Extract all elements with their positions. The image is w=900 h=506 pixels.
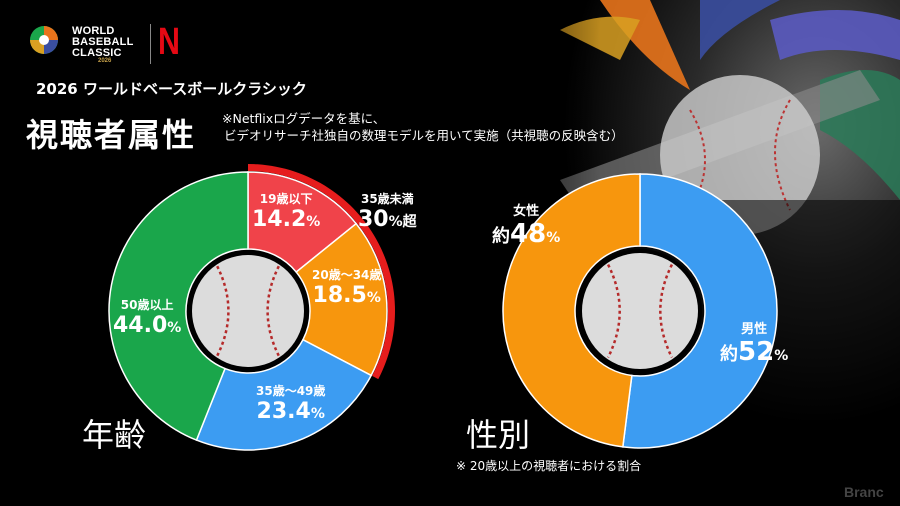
gender-prefix-male: 約 <box>720 344 738 365</box>
age-val-50plus: 44.0 <box>113 313 168 338</box>
age-unit-50plus: % <box>167 320 182 336</box>
age-center-baseball <box>192 255 304 367</box>
age-callout-cat: 35歳未満 <box>360 192 414 206</box>
gender-chart-label: 性別 <box>466 416 531 454</box>
age-cat-35-49: 35歳～49歳 <box>256 384 326 398</box>
age-highlight-arc-under35 <box>248 164 395 380</box>
watermark: Branc <box>844 484 884 500</box>
wbc-logo-year: 2026 <box>98 58 112 64</box>
note-line-2: ビデオリサーチ社独自の数理モデルを用いて実施（共視聴の反映含む） <box>224 128 624 143</box>
gender-center-baseball <box>582 253 698 369</box>
age-slice-50plus <box>108 171 249 442</box>
gender-center-baseball-stitch-right <box>659 264 674 358</box>
gender-cat-male: 男性 <box>741 322 768 337</box>
gender-unit-female: % <box>546 230 561 246</box>
gender-cat-female: 女性 <box>513 204 540 219</box>
page-title: 視聴者属性 <box>26 116 197 154</box>
age-callout-suffix: %超 <box>388 214 417 230</box>
logo-divider <box>150 24 151 64</box>
methodology-note: ※Netflixログデータを基に、 ビデオリサーチ社独自の数理モデルを用いて実施… <box>222 110 624 144</box>
gender-unit-male: % <box>774 348 789 364</box>
age-cat-under19: 19歳以下 <box>259 192 313 206</box>
age-label-20-34: 20歳～34歳 18.5% <box>312 266 381 311</box>
gender-slice-male <box>621 173 778 449</box>
age-val-35-49: 23.4 <box>256 399 311 424</box>
gender-label-female: 女性 約48% <box>492 200 560 253</box>
age-chart-label: 年齢 <box>82 416 147 454</box>
age-val-20-34: 18.5 <box>312 283 367 308</box>
wbc-logo <box>30 26 58 54</box>
age-cat-20-34: 20歳～34歳 <box>312 268 382 282</box>
gender-prefix-female: 約 <box>492 226 510 247</box>
age-label-under19: 19歳以下 14.2% <box>252 190 320 235</box>
gender-slice-female <box>502 173 641 448</box>
age-slice-20-34 <box>295 222 388 377</box>
age-unit-under19: % <box>306 214 321 230</box>
age-val-under19: 14.2 <box>252 207 307 232</box>
age-callout-val: 30 <box>358 207 389 232</box>
gender-footnote: ※ 20歳以上の視聴者における割合 <box>456 459 642 473</box>
age-unit-35-49: % <box>310 406 325 422</box>
age-label-50plus: 50歳以上 44.0% <box>113 296 181 341</box>
age-callout-under35: 35歳未満 30%超 <box>358 190 417 235</box>
wbc-logo-text: WORLD BASEBALL CLASSIC <box>72 25 134 59</box>
age-label-35-49: 35歳～49歳 23.4% <box>256 382 325 427</box>
netflix-logo: N <box>158 21 180 63</box>
gender-center-baseball-stitch-left <box>606 264 621 358</box>
gender-val-female: 48 <box>510 219 547 249</box>
age-unit-20-34: % <box>366 290 381 306</box>
gender-val-male: 52 <box>738 337 775 367</box>
note-line-1: ※Netflixログデータを基に、 <box>222 111 386 126</box>
gender-label-male: 男性 約52% <box>720 318 788 371</box>
age-slice-35-49 <box>195 338 373 451</box>
event-subtitle: 2026 ワールドベースボールクラシック <box>36 80 307 98</box>
age-cat-50plus: 50歳以上 <box>120 298 174 312</box>
